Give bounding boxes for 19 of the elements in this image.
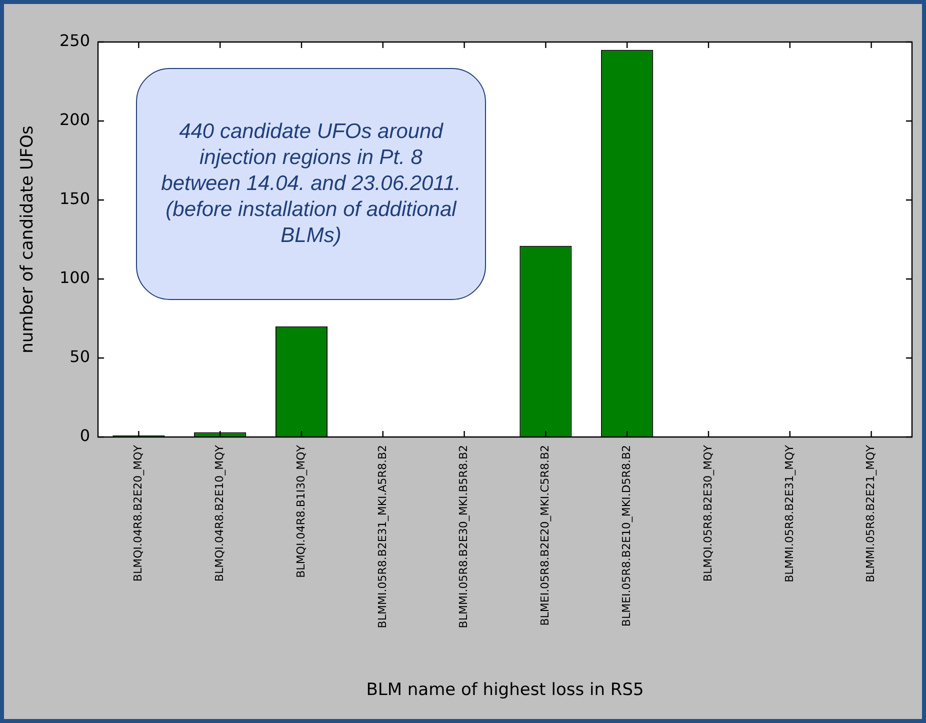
x-tick-label: BLMEI.05R8.B2E10_MKI.D5R8.B2 — [620, 445, 633, 627]
x-tick-label: BLMQI.04R8.B2E10_MQY — [212, 444, 226, 582]
x-tick-label: BLMQI.04R8.B2E20_MQY — [132, 444, 145, 582]
y-tick-label: 100 — [59, 268, 90, 288]
y-tick-label: 50 — [70, 347, 90, 366]
x-tick-label: BLMMI.05R8.B2E21_MQY — [864, 444, 878, 582]
x-tick-label: BLMEI.05R8.B2E20_MKI.C5R8.B2 — [538, 445, 552, 626]
x-tick-label: BLMQI.04R8.B1I30_MQY — [294, 444, 308, 578]
y-tick-label: 200 — [59, 110, 90, 130]
y-tick-label: 0 — [80, 426, 90, 446]
x-axis-title: BLM name of highest loss in RS5 — [366, 680, 644, 700]
x-tick-label: BLMMI.05R8.B2E30_MKI.B5R8.B2 — [457, 445, 470, 628]
callout-box: 440 candidate UFOs around injection regions in Pt. 8 between 14.04. and 23.06.2011. (before installation of additional BLMs) — [136, 68, 486, 300]
y-tick-label: 250 — [59, 31, 90, 50]
x-tick-label: BLMMI.05R8.B2E31_MQY — [782, 444, 796, 582]
y-tick-label: 150 — [59, 189, 90, 208]
x-tick-label: BLMMI.05R8.B2E31_MKI.A5R8.B2 — [376, 445, 389, 628]
x-tick-label: BLMQI.05R8.B2E30_MQY — [701, 444, 714, 582]
y-axis-title: number of candidate UFOs — [18, 125, 38, 354]
